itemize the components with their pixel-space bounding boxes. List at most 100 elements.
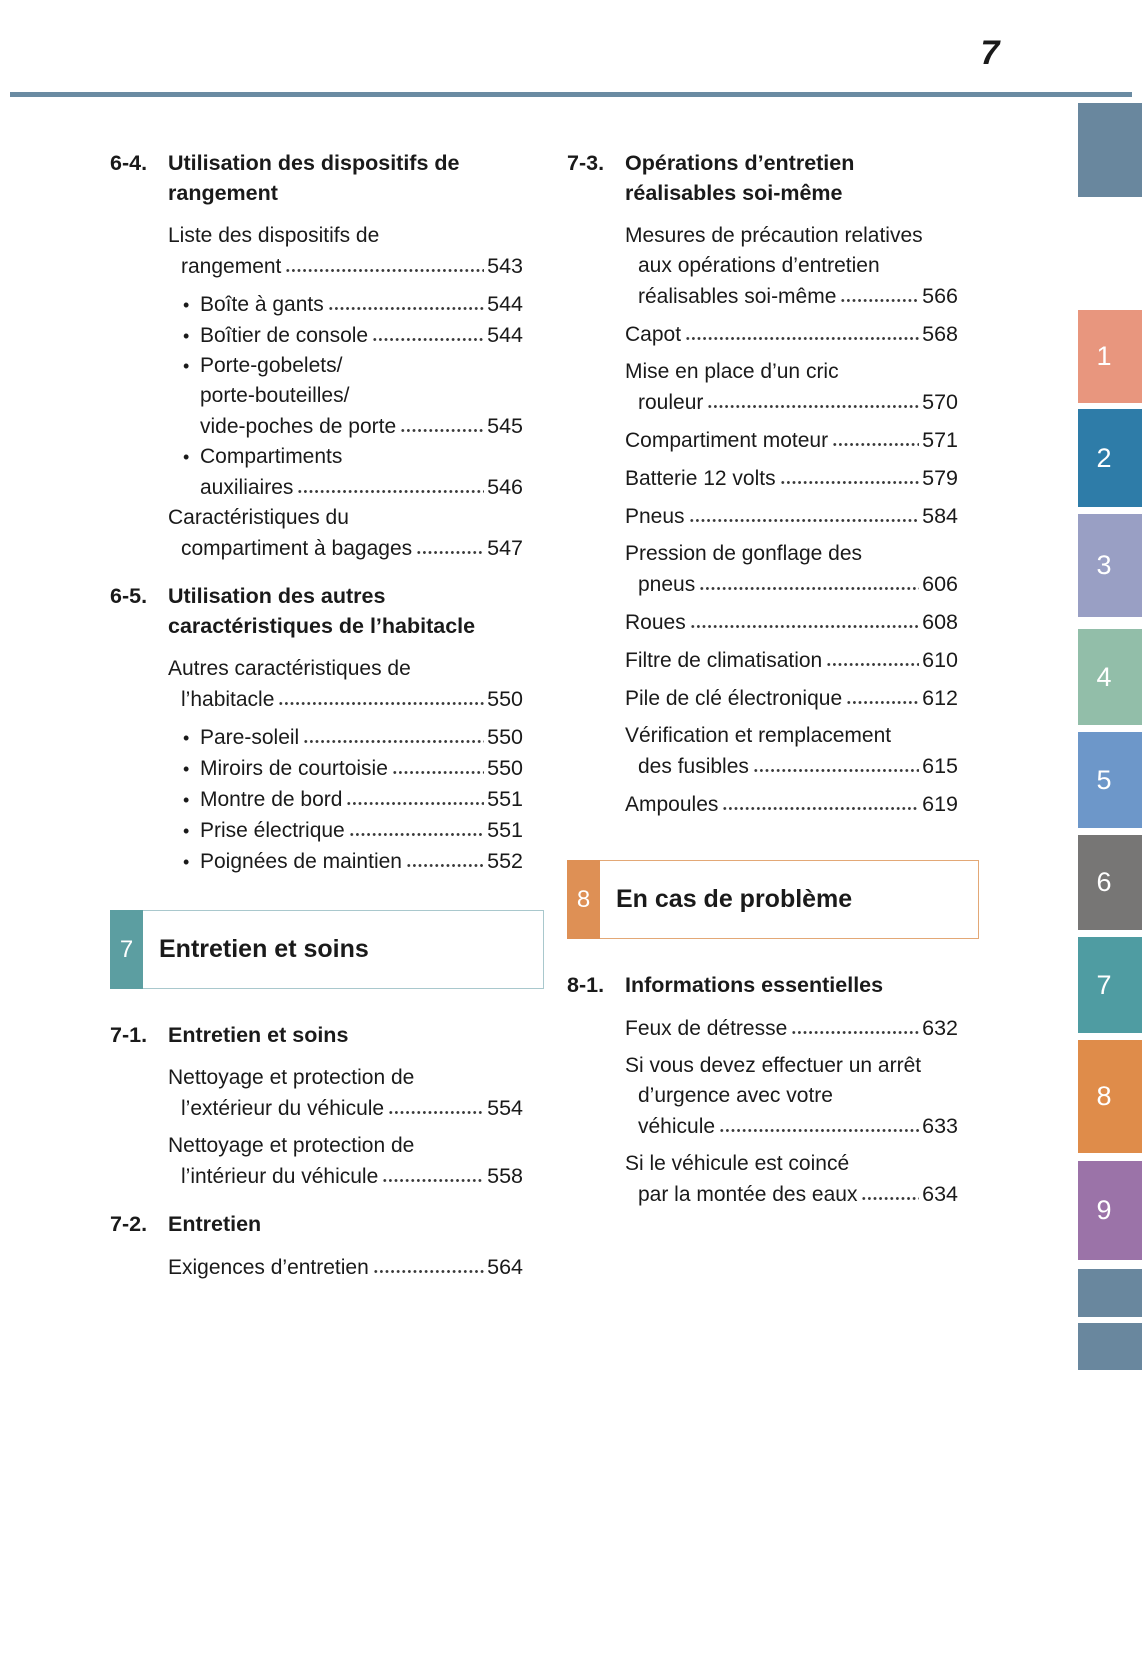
toc-entry-text: pneus	[638, 573, 696, 596]
section-number: 8-1.	[567, 973, 605, 997]
page-ref: 606	[922, 572, 958, 596]
toc-entry: • Compartiments auxiliaires 546	[168, 442, 523, 503]
toc-entry-line: Si vous devez effectuer un arrêt	[625, 1051, 958, 1081]
dot-leader	[685, 336, 920, 341]
toc-entry-text: l’habitacle	[181, 688, 275, 711]
toc-entry-text: des fusibles	[638, 755, 749, 778]
toc-entry-line: Vérification et remplacement	[625, 721, 958, 751]
toc-section: 6-4. Utilisation des dispositifs de rangem…	[110, 148, 523, 571]
chapter-tab-7: 7	[1078, 937, 1142, 1033]
toc-entry-text: Si le véhicule est coincé	[625, 1152, 850, 1175]
dot-leader	[689, 624, 920, 629]
toc-entry: Compartiment moteur 571	[625, 425, 958, 456]
page-ref: 546	[487, 475, 523, 499]
toc-entry: • Prise électrique 551	[168, 815, 523, 846]
toc-entry-text: Vérification et remplacement	[625, 724, 892, 747]
section-number: 7-1.	[110, 1023, 148, 1047]
toc-entry-line: réalisables soi-même 566	[625, 281, 958, 312]
toc-entry-line: • Montre de bord 551	[183, 784, 523, 815]
toc-entry-line: Pression de gonflage des	[625, 539, 958, 569]
page-ref: 558	[487, 1164, 523, 1188]
dot-leader	[779, 480, 920, 485]
dot-leader	[388, 1110, 485, 1115]
toc-section: 7-1. Entretien et soins Nettoyage et prote…	[110, 1020, 523, 1199]
toc-entry-line: l’habitacle 550	[168, 684, 523, 715]
chapter-tab-9: 9	[1078, 1161, 1142, 1260]
toc-entry-line: Ampoules 619	[625, 789, 958, 820]
toc-entry-line: Nettoyage et protection de	[168, 1131, 523, 1161]
page-ref: 554	[487, 1096, 523, 1120]
chapter-tab-blank-bottom-1	[1078, 1269, 1142, 1317]
chapter-tab-1: 1	[1078, 310, 1142, 403]
toc-entry-text: Boîte à gants	[200, 293, 324, 316]
toc-entry: Si le véhicule est coincé par la montée d…	[625, 1149, 958, 1210]
page-ref: 551	[487, 818, 523, 842]
page-ref: 571	[922, 428, 958, 452]
toc-entry-line: Nettoyage et protection de	[168, 1063, 523, 1093]
bullet-icon: •	[183, 326, 190, 346]
page-ref: 543	[487, 254, 523, 278]
toc-entry-text: Prise électrique	[200, 819, 345, 842]
dot-leader	[372, 1269, 485, 1274]
toc-entry: • Porte-gobelets/porte-bouteilles/vide-po…	[168, 351, 523, 442]
dot-leader	[722, 806, 920, 811]
page-ref: 547	[487, 536, 523, 560]
toc-entry-line: des fusibles 615	[625, 751, 958, 782]
dot-leader	[416, 550, 485, 555]
toc-entry-text: d’urgence avec votre	[638, 1084, 833, 1107]
section-body: Utilisation des dispositifs de rangement L…	[168, 148, 523, 571]
toc-entry-line: • Porte-gobelets/	[183, 351, 523, 381]
toc-entry-line: rouleur 570	[625, 387, 958, 418]
bullet-icon: •	[183, 821, 190, 841]
toc-entry-text: Feux de détresse	[625, 1017, 788, 1040]
toc-entry-line: Mesures de précaution relatives	[625, 221, 958, 251]
dot-leader	[707, 404, 920, 409]
dot-leader	[303, 739, 485, 744]
page-ref: 612	[922, 686, 958, 710]
toc-entry-line: • Prise électrique 551	[183, 815, 523, 846]
toc-entry: Exigences d’entretien 564	[168, 1252, 523, 1283]
toc-section: 7-2. Entretien Exigences d’entretien 564	[110, 1209, 523, 1290]
toc-entry-line: Pile de clé électronique 612	[625, 683, 958, 714]
toc-entry-text: Exigences d’entretien	[168, 1256, 369, 1279]
page-ref: 545	[487, 414, 523, 438]
bullet-icon: •	[183, 852, 190, 872]
dot-leader	[752, 768, 920, 773]
toc-entry-line: Feux de détresse 632	[625, 1013, 958, 1044]
page-ref: 633	[922, 1114, 958, 1138]
dot-leader	[719, 1128, 920, 1133]
dot-leader	[405, 863, 485, 868]
section-number: 7-3.	[567, 151, 605, 175]
toc-entry: Pneus 584	[625, 501, 958, 532]
toc-entry-text: Pression de gonflage des	[625, 542, 862, 565]
toc-entry-text: Capot	[625, 323, 682, 346]
toc-entry: Filtre de climatisation 610	[625, 645, 958, 676]
toc-entry-line: Liste des dispositifs de	[168, 221, 523, 251]
page-ref: 551	[487, 787, 523, 811]
page-ref: 550	[487, 756, 523, 780]
toc-entry-text: par la montée des eaux	[638, 1183, 858, 1206]
section-title: Utilisation des autres caractéristiques d…	[168, 584, 476, 638]
section-number: 6-5.	[110, 584, 148, 608]
dot-leader	[688, 518, 920, 523]
toc-entry-text: Boîtier de console	[200, 324, 369, 347]
toc-entry-text: rouleur	[638, 391, 704, 414]
toc-entry-line: l’intérieur du véhicule 558	[168, 1161, 523, 1192]
toc-entry-text: porte-bouteilles/	[200, 384, 350, 407]
toc-entry-line: Autres caractéristiques de	[168, 654, 523, 684]
dot-leader	[285, 268, 485, 273]
section-body: Entretien et soins Nettoyage et protectio…	[168, 1020, 523, 1199]
toc-entry-text: compartiment à bagages	[181, 537, 413, 560]
toc-entry-line: Caractéristiques du	[168, 503, 523, 533]
header-rule	[10, 92, 1132, 97]
dot-leader	[348, 832, 485, 837]
chapter-tab-blank-top	[1078, 103, 1142, 197]
toc-entry-text: Compartiment moteur	[625, 429, 829, 452]
section-title: Opérations d’entretien réalisables soi-mê…	[625, 151, 855, 205]
dot-leader	[327, 306, 485, 311]
toc-entry: Nettoyage et protection de l’intérieur du…	[168, 1131, 523, 1192]
toc-entry-text: véhicule	[638, 1115, 716, 1138]
toc-entry-line: compartiment à bagages 547	[168, 533, 523, 564]
chapter-8-heading-box: 8 En cas de problème	[567, 860, 979, 939]
toc-entry-line: Pneus 584	[625, 501, 958, 532]
